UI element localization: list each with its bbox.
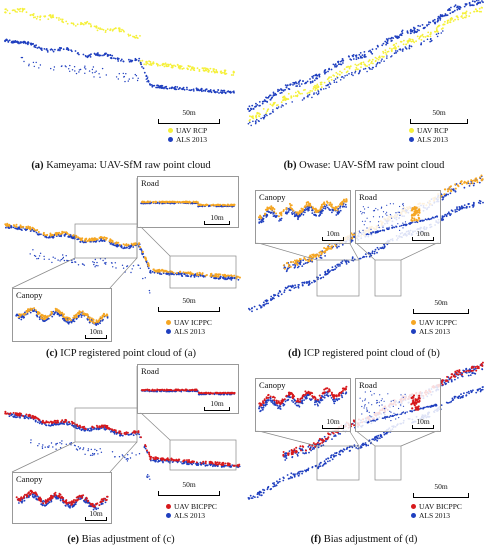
caption-text: Kameyama: UAV-SfM raw point cloud <box>46 160 211 171</box>
inset-title: Road <box>141 178 159 188</box>
inset-scale-label: 10m <box>326 229 340 238</box>
panel-e: Road 10m Canopy 10m 50m UAV BICPPC ALS 2… <box>0 364 242 526</box>
legend: UAV BICPPC ALS 2013 <box>166 502 217 520</box>
inset-title: Road <box>141 366 159 376</box>
inset-scale-bar: 10m <box>412 229 434 241</box>
legend: UAV ICPPC ALS 2013 <box>166 318 212 336</box>
legend-als: ALS 2013 <box>419 511 451 520</box>
legend-als: ALS 2013 <box>417 135 449 144</box>
caption-letter: (b) <box>283 160 297 171</box>
inset-canopy: Canopy 10m <box>12 288 112 342</box>
caption-c: (c) ICP registered point cloud of (a) <box>0 348 242 359</box>
caption-f: (f) Bias adjustment of (d) <box>243 534 485 545</box>
caption-e: (e) Bias adjustment of (c) <box>0 534 242 545</box>
scale-label: 50m <box>182 296 196 305</box>
legend-als: ALS 2013 <box>174 327 206 336</box>
inset-title: Canopy <box>16 474 43 484</box>
scale-label: 50m <box>432 108 446 117</box>
scale-bar: 50m <box>410 108 468 124</box>
inset-road: Road 10m <box>137 364 239 414</box>
caption-d: (d) ICP registered point cloud of (b) <box>243 348 485 359</box>
caption-letter: (f) <box>310 534 322 545</box>
panel-f: Canopy 10m Road 10m 50m UAV BICPPC ALS 2… <box>243 361 485 526</box>
scale-bar: 50m <box>158 108 220 124</box>
inset-scale-label: 10m <box>416 417 430 426</box>
inset-canopy: Canopy 10m <box>12 472 112 524</box>
inset-canopy: Canopy 10m <box>255 378 351 432</box>
caption-text: Bias adjustment of (d) <box>323 534 418 545</box>
panel-b: 50m UAV RCP ALS 2013 <box>243 0 485 150</box>
caption-text: ICP registered point cloud of (a) <box>60 348 197 359</box>
legend: UAV RCP ALS 2013 <box>168 126 207 144</box>
inset-scale-bar: 10m <box>204 213 230 225</box>
inset-scale-label: 10m <box>210 213 224 222</box>
caption-a: (a) Kameyama: UAV-SfM raw point cloud <box>0 160 242 171</box>
inset-scale-label: 10m <box>210 399 224 408</box>
caption-text: ICP registered point cloud of (b) <box>303 348 440 359</box>
panel-c: Road 10m Canopy 10m 50m UAV ICPPC ALS 20… <box>0 176 242 346</box>
scale-label: 50m <box>182 108 196 117</box>
scale-bar: 50m <box>413 298 469 314</box>
legend-uav: UAV RCP <box>176 126 208 135</box>
inset-title: Canopy <box>16 290 43 300</box>
panel-a: 50m UAV RCP ALS 2013 <box>0 0 242 150</box>
inset-title: Road <box>359 192 377 202</box>
scale-label: 50m <box>434 298 448 307</box>
legend: UAV ICPPC ALS 2013 <box>411 318 457 336</box>
caption-letter: (a) <box>31 160 44 171</box>
inset-connectors <box>254 241 440 297</box>
legend-als: ALS 2013 <box>419 327 451 336</box>
caption-letter: (c) <box>45 348 58 359</box>
inset-title: Canopy <box>259 380 286 390</box>
inset-title: Canopy <box>259 192 286 202</box>
inset-connectors <box>254 429 440 481</box>
legend-als: ALS 2013 <box>176 135 208 144</box>
legend-uav: UAV ICPPC <box>174 318 212 327</box>
inset-road: Road 10m <box>137 176 239 228</box>
scale-bar: 50m <box>158 480 220 496</box>
inset-scale-bar: 10m <box>204 399 230 411</box>
legend-uav: UAV ICPPC <box>419 318 457 327</box>
caption-b: (b) Owase: UAV-SfM raw point cloud <box>243 160 485 171</box>
scale-label: 50m <box>182 480 196 489</box>
inset-scale-label: 10m <box>89 509 103 518</box>
inset-scale-label: 10m <box>416 229 430 238</box>
point-cloud-c <box>4 222 241 294</box>
scale-bar: 50m <box>413 482 469 498</box>
scale-label: 50m <box>434 482 448 491</box>
caption-text: Bias adjustment of (c) <box>81 534 175 545</box>
point-cloud-e <box>4 410 241 480</box>
caption-text: Owase: UAV-SfM raw point cloud <box>299 160 445 171</box>
legend-als: ALS 2013 <box>174 511 206 520</box>
inset-scale-bar: 10m <box>85 509 107 521</box>
inset-scale-bar: 10m <box>412 417 434 429</box>
legend-uav: UAV BICPPC <box>174 502 217 511</box>
legend-uav: UAV RCP <box>417 126 449 135</box>
inset-scale-bar: 10m <box>85 327 107 339</box>
inset-title: Road <box>359 380 377 390</box>
point-cloud-a <box>4 7 236 95</box>
inset-road: Road 10m <box>355 190 441 244</box>
inset-scale-label: 10m <box>89 327 103 336</box>
scale-bar: 50m <box>158 296 220 312</box>
legend: UAV BICPPC ALS 2013 <box>411 502 462 520</box>
panel-d: Canopy 10m Road 10m 50m UAV ICPPC ALS 20… <box>243 174 485 346</box>
caption-letter: (d) <box>288 348 301 359</box>
inset-scale-bar: 10m <box>322 417 344 429</box>
legend: UAV RCP ALS 2013 <box>409 126 448 144</box>
point-cloud-b <box>247 0 484 127</box>
inset-road: Road 10m <box>355 378 441 432</box>
inset-canopy: Canopy 10m <box>255 190 351 244</box>
inset-scale-bar: 10m <box>322 229 344 241</box>
inset-scale-label: 10m <box>326 417 340 426</box>
legend-uav: UAV BICPPC <box>419 502 462 511</box>
caption-letter: (e) <box>67 534 79 545</box>
